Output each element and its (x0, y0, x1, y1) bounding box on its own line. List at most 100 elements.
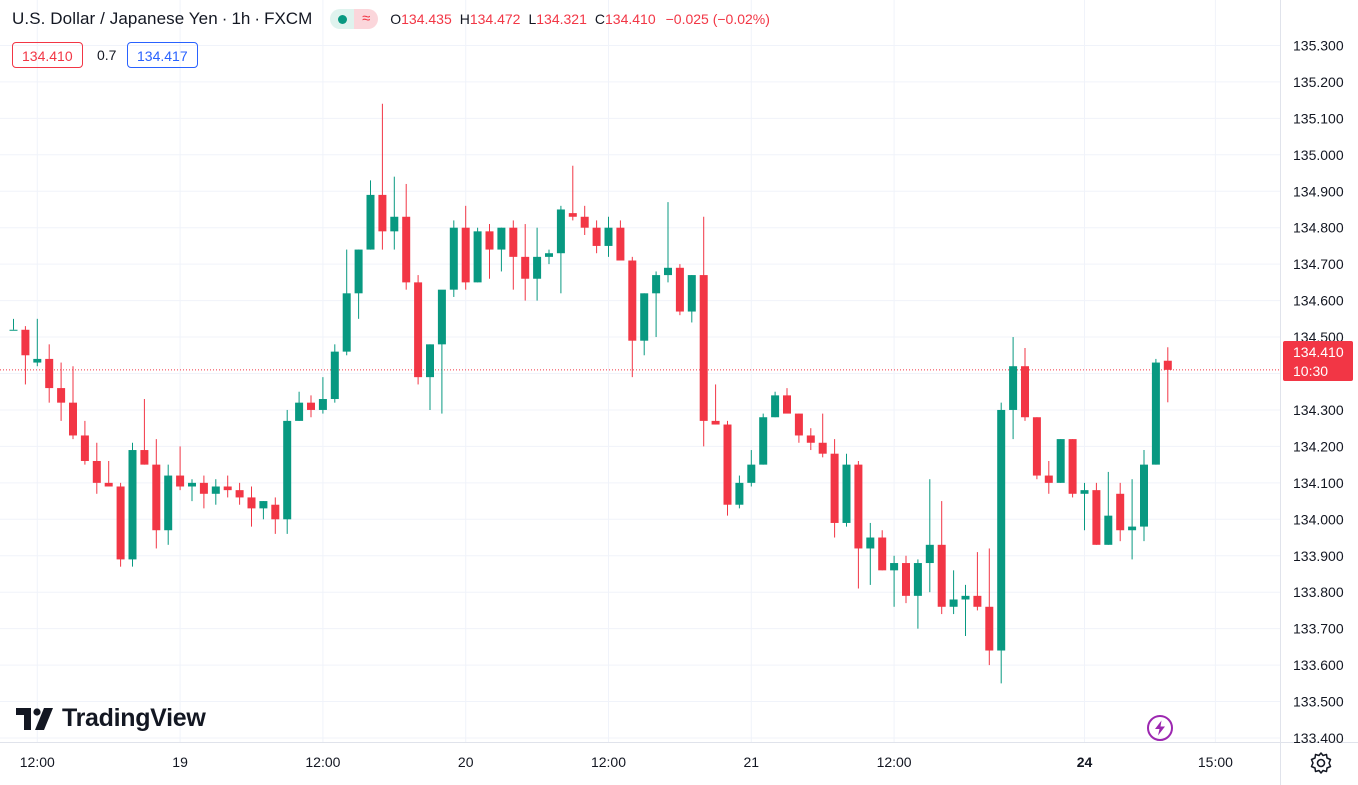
candle (307, 395, 315, 418)
candle (1032, 417, 1041, 480)
candle-body (1116, 493, 1125, 531)
candle-body (259, 501, 268, 509)
candle-body (1128, 526, 1137, 531)
candle (366, 180, 375, 250)
candle-body (1104, 515, 1113, 545)
candle (723, 420, 732, 516)
candle-body (473, 231, 482, 283)
last-price-label-bg (1283, 341, 1353, 381)
candle (140, 399, 149, 465)
candle (509, 220, 518, 290)
price-tick-label: 134.600 (1293, 293, 1344, 309)
candle-body (521, 256, 530, 279)
candle-body (628, 260, 637, 341)
candle (759, 413, 768, 465)
time-tick-label: 21 (744, 754, 760, 770)
candle-body (818, 442, 827, 454)
candle (675, 264, 684, 316)
candle (247, 486, 256, 527)
candle (1021, 347, 1029, 421)
candle-body (640, 293, 649, 341)
wave-icon: ≈ (354, 9, 379, 29)
candle (711, 384, 720, 425)
candle-body (1151, 362, 1160, 465)
candle-body (675, 267, 684, 312)
candle (735, 475, 744, 509)
candle-body (925, 544, 934, 564)
tradingview-logo[interactable]: TradingView (16, 704, 206, 733)
candle-body (342, 293, 351, 352)
candle-body (949, 599, 958, 607)
candle (318, 377, 327, 414)
spread-value: 0.7 (97, 47, 117, 63)
candle-body (652, 275, 661, 294)
candle-body (152, 464, 161, 531)
candle (1116, 482, 1125, 542)
candle (1080, 482, 1089, 531)
candle-body (449, 227, 458, 290)
high-value: 134.472 (469, 11, 521, 27)
candle-body (735, 482, 744, 505)
gear-icon[interactable] (1308, 750, 1334, 776)
open-value: 134.435 (401, 11, 452, 27)
candle-body (747, 464, 756, 483)
candle-body (568, 213, 577, 217)
candle (818, 413, 827, 458)
candle-body (759, 417, 768, 465)
candle (1009, 337, 1018, 440)
last-price-value: 134.410 (1293, 344, 1344, 360)
candle (437, 289, 446, 414)
price-tick-label: 134.100 (1293, 475, 1344, 491)
candle-body (1140, 464, 1148, 527)
price-tick-label: 135.200 (1293, 74, 1344, 90)
candle-body (69, 402, 77, 436)
candle-body (283, 420, 292, 520)
candle-body (937, 544, 946, 607)
candle (866, 522, 875, 585)
candle (92, 442, 101, 494)
candle-body (771, 395, 780, 418)
candle-body (414, 282, 423, 378)
candle (1151, 358, 1160, 465)
lightning-icon[interactable] (1146, 714, 1174, 742)
price-tick-label: 133.500 (1293, 694, 1344, 710)
candle-body (21, 329, 30, 356)
candle (568, 165, 577, 221)
candle (973, 552, 982, 611)
buy-price-button[interactable]: 134.417 (127, 42, 198, 68)
candle (485, 224, 494, 279)
time-axis[interactable]: 12:00 19 12:00 20 12:00 21 12:00 24 15:00 (20, 754, 1233, 770)
candle (902, 555, 910, 604)
candle-body (402, 216, 411, 283)
candle (925, 479, 934, 593)
candle-body (295, 402, 304, 421)
candle-body (783, 395, 791, 414)
price-tick-label: 135.000 (1293, 147, 1344, 163)
candle (295, 391, 304, 421)
candle (33, 318, 42, 367)
market-status[interactable]: ≈ (330, 9, 379, 29)
candle-body (842, 464, 851, 523)
price-tick-label: 133.600 (1293, 657, 1344, 673)
price-tick-label: 133.700 (1293, 621, 1344, 637)
candle-body (1032, 417, 1041, 476)
interval-label[interactable]: 1h (231, 9, 251, 28)
candle (628, 256, 637, 378)
candle-body (794, 413, 803, 436)
candle-body (687, 275, 696, 312)
candle (330, 344, 339, 403)
candle-body (699, 275, 708, 421)
symbol-title[interactable]: U.S. Dollar / Japanese Yen (12, 9, 218, 28)
price-tick-label: 135.100 (1293, 110, 1344, 126)
candle (794, 413, 803, 443)
candle (1068, 439, 1077, 498)
price-axis[interactable]: 135.300 135.200 135.100 135.000 134.900 134.8… (1293, 37, 1344, 746)
market-open-dot-icon (330, 9, 355, 29)
candle (128, 442, 137, 567)
price-tick-label: 133.800 (1293, 584, 1344, 600)
sell-price-button[interactable]: 134.410 (12, 42, 83, 68)
candles (9, 103, 1172, 684)
candle (878, 530, 887, 571)
